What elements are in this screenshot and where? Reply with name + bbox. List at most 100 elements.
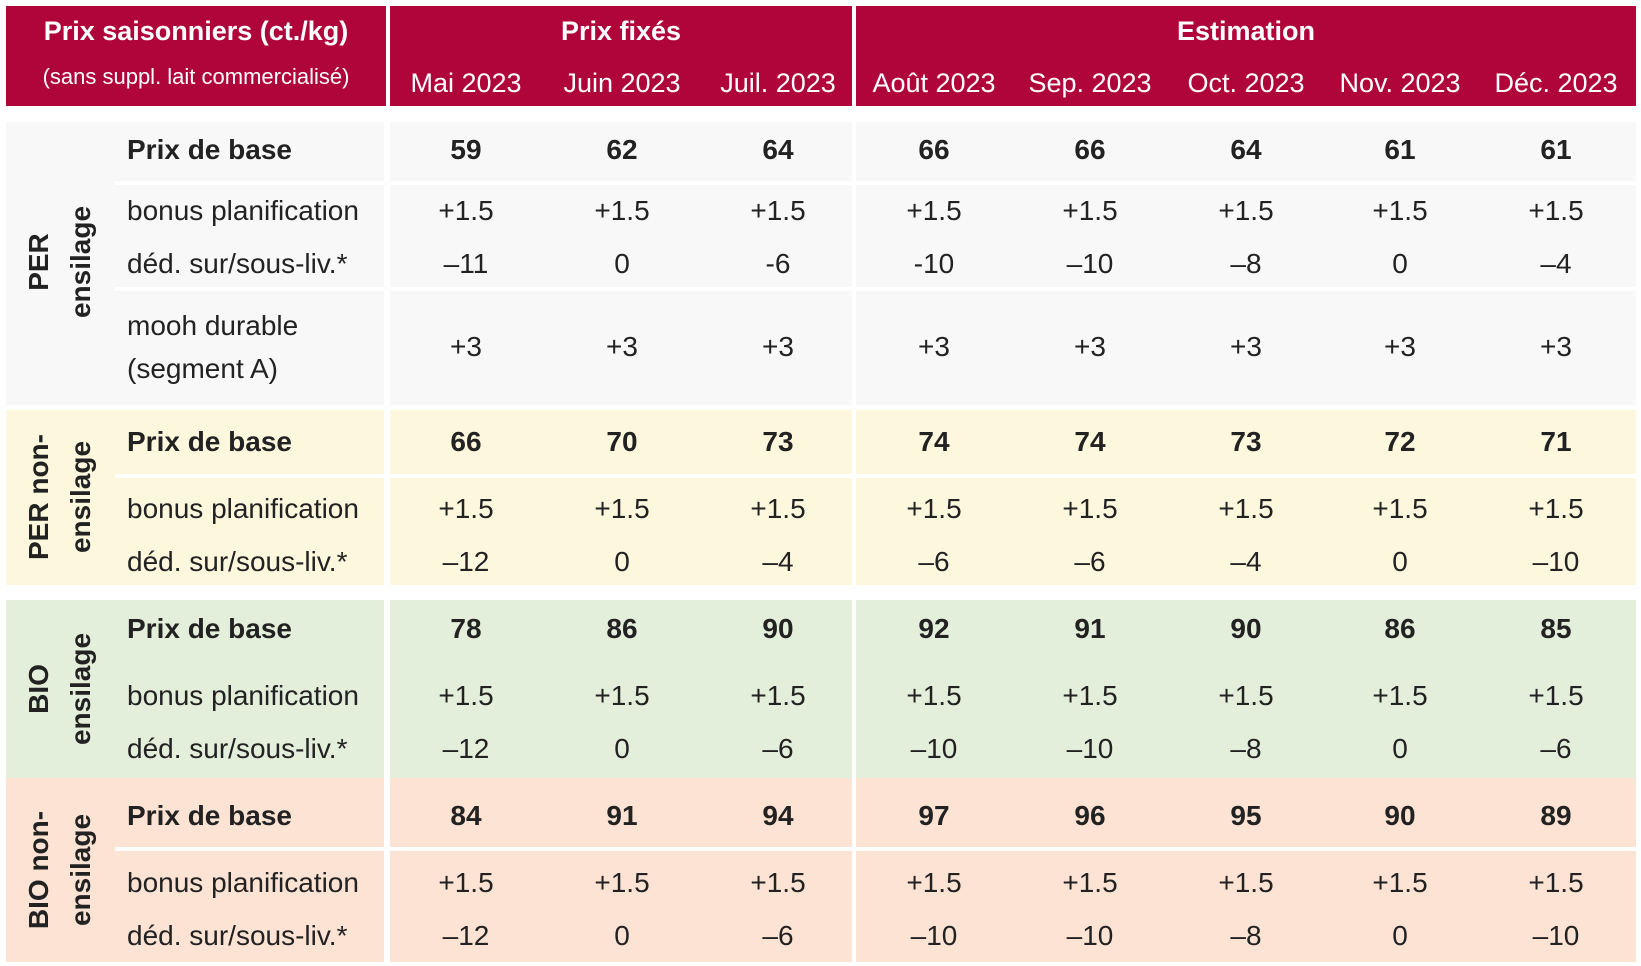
table-cell: +1.5 [1528,493,1584,524]
table-cell: +1.5 [1062,493,1118,524]
month-header: Juil. 2023 [720,68,836,98]
table-cell: +1.5 [906,867,962,898]
table-cell: 90 [1384,800,1416,831]
table-cell: –10 [1532,920,1580,951]
table-cell: –10 [1066,920,1114,951]
table-cell: –6 [918,546,950,577]
table-subtitle: (sans suppl. lait commercialisé) [42,64,350,89]
row-label: Prix de base [127,613,292,644]
table-cell: 66 [1074,134,1106,165]
month-header: Sep. 2023 [1028,68,1152,98]
table-cell: +1.5 [750,493,806,524]
section-background [6,122,384,405]
table-cell: 97 [918,800,950,831]
table-cell: –12 [442,920,490,951]
table-cell: +1.5 [1372,195,1428,226]
month-header: Août 2023 [872,68,996,98]
table-cell: +3 [1540,331,1572,362]
table-cell: 61 [1384,134,1416,165]
table-cell: +1.5 [906,493,962,524]
row-label: déd. sur/sous-liv.* [127,248,348,279]
row-label: mooh durable (segment A) [127,310,299,384]
table-cell: +1.5 [1528,680,1584,711]
table-cell: +1.5 [438,867,494,898]
row-label: déd. sur/sous-liv.* [127,733,348,764]
table-cell: +3 [1384,331,1416,362]
table-cell: 73 [1230,426,1262,457]
row-divider [115,847,1636,851]
table-cell: 86 [1384,613,1416,644]
month-header: Oct. 2023 [1187,68,1305,98]
table-cell: 71 [1540,426,1572,457]
table-cell: +1.5 [1528,867,1584,898]
table-cell: +1.5 [1218,867,1274,898]
table-cell: +1.5 [594,680,650,711]
month-header: Nov. 2023 [1339,68,1461,98]
table-cell: +1.5 [750,195,806,226]
table-cell: +1.5 [594,493,650,524]
table-cell: +3 [1230,331,1262,362]
row-label: Prix de base [127,800,292,831]
section-background [390,600,852,778]
section-background [856,410,1636,585]
section-background [6,600,384,778]
table-cell: 66 [450,426,482,457]
table-title: Prix saisonniers (ct./kg) [43,16,349,46]
section-background [390,778,852,962]
table-cell: –12 [442,546,490,577]
table-cell: 66 [918,134,950,165]
row-label: déd. sur/sous-liv.* [127,546,348,577]
table-cell: 74 [1074,426,1106,457]
table-cell: +3 [918,331,950,362]
table-cell: –6 [1540,733,1572,764]
table-cell: 0 [614,248,630,279]
table-cell: 0 [1392,733,1408,764]
section-label: BIO ensilage [23,632,96,746]
table-cell: 78 [450,613,482,644]
table-cell: +1.5 [1218,195,1274,226]
table-cell: 84 [450,800,482,831]
section-label: PER ensilage [23,205,96,319]
section-background [856,122,1636,405]
table-cell: +1.5 [594,867,650,898]
table-cell: –10 [1066,733,1114,764]
table-cell: 0 [1392,546,1408,577]
header-fixed-cell [390,6,852,106]
table-cell: 86 [606,613,638,644]
month-header: Déc. 2023 [1494,68,1618,98]
table-cell: –4 [1540,248,1572,279]
table-cell: 0 [614,546,630,577]
table-cell: +1.5 [1372,867,1428,898]
table-cell: +1.5 [1218,493,1274,524]
table-cell: 73 [762,426,794,457]
row-label: déd. sur/sous-liv.* [127,920,348,951]
table-cell: 62 [606,134,638,165]
table-cell: 72 [1384,426,1416,457]
table-cell: +3 [606,331,638,362]
table-cell: +1.5 [1062,867,1118,898]
row-label: bonus planification [127,680,359,711]
table-cell: 0 [614,733,630,764]
table-cell: +1.5 [1062,680,1118,711]
section-background [390,122,852,405]
table-cell: +1.5 [1218,680,1274,711]
table-cell: +1.5 [906,195,962,226]
section-background [6,778,384,962]
table-cell: 64 [762,134,794,165]
table-cell: 92 [918,613,950,644]
table-cell: 0 [1392,248,1408,279]
table-cell: –10 [1066,248,1114,279]
table-cell: +1.5 [438,680,494,711]
row-label: bonus planification [127,195,359,226]
month-header: Mai 2023 [410,68,522,98]
table-cell: 70 [606,426,638,457]
table-cell: 90 [762,613,794,644]
section-background [6,410,384,585]
table-cell: –10 [910,733,958,764]
section-background [856,778,1636,962]
table-cell: +1.5 [906,680,962,711]
table-cell: –4 [1230,546,1262,577]
table-cell: 0 [1392,920,1408,951]
table-cell: +1.5 [1528,195,1584,226]
table-cell: 96 [1074,800,1106,831]
